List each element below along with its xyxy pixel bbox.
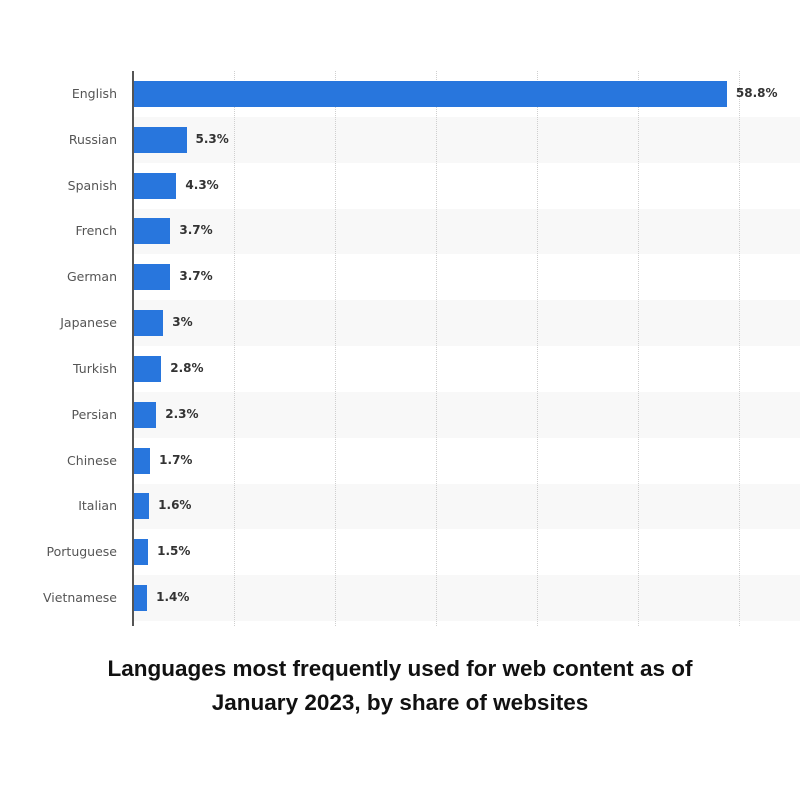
row-band [133,300,800,346]
value-label: 1.4% [156,590,190,605]
value-label: 1.5% [157,544,191,559]
category-label: Vietnamese [43,590,117,606]
category-label: French [75,223,117,239]
y-axis-line [132,71,134,626]
plot-area: 58.8% 5.3% 4.3% 3.7% 3.7% 3% 2.8% 2.3% 1.7% 1.6% 1… [133,71,800,626]
value-label: 1.7% [159,452,193,467]
category-label: Spanish [67,177,117,193]
category-label: Japanese [60,315,117,331]
bar-german[interactable] [133,264,171,291]
gridline [638,71,639,626]
category-label: Chinese [67,452,117,468]
row-band [133,208,800,255]
bar-spanish[interactable] [133,172,177,199]
bar-russian[interactable] [133,126,187,153]
value-label: 3% [172,315,193,330]
chart-title-line-1: Languages most frequently used for web c… [107,656,693,681]
value-label: 2.3% [165,406,199,421]
value-label: 1.6% [158,498,192,513]
bar-japanese[interactable] [133,310,164,337]
category-label: English [71,85,117,101]
category-label: Portuguese [46,544,117,560]
category-label: Persian [71,406,118,422]
value-label: 3.7% [179,269,213,284]
bar-portuguese[interactable] [133,539,149,566]
value-label: 5.3% [195,131,229,146]
row-band [133,575,800,621]
value-label: 2.8% [170,360,204,375]
bar-french[interactable] [133,218,171,245]
row-band [133,391,800,438]
bar-vietnamese[interactable] [133,585,148,612]
category-label: Italian [78,498,117,514]
bar-italian[interactable] [133,493,150,520]
category-label: German [66,269,117,285]
bar-persian[interactable] [133,401,157,428]
value-label: 3.7% [179,223,213,238]
gridline [335,71,336,626]
gridline [234,71,235,626]
value-label: 58.8% [735,85,778,100]
chart-title: Languages most frequently used for web c… [0,652,800,720]
gridline [436,71,437,626]
category-label: Russian [68,131,117,147]
value-label: 4.3% [185,177,219,192]
bar-chinese[interactable] [133,447,151,474]
gridline [537,71,538,626]
bar-english[interactable] [133,80,727,107]
row-band [133,116,800,163]
category-label: Turkish [73,360,117,376]
gridline [739,71,740,626]
bar-turkish[interactable] [133,355,162,382]
chart-title-line-2: January 2023, by share of websites [211,690,589,715]
row-band [133,483,800,530]
